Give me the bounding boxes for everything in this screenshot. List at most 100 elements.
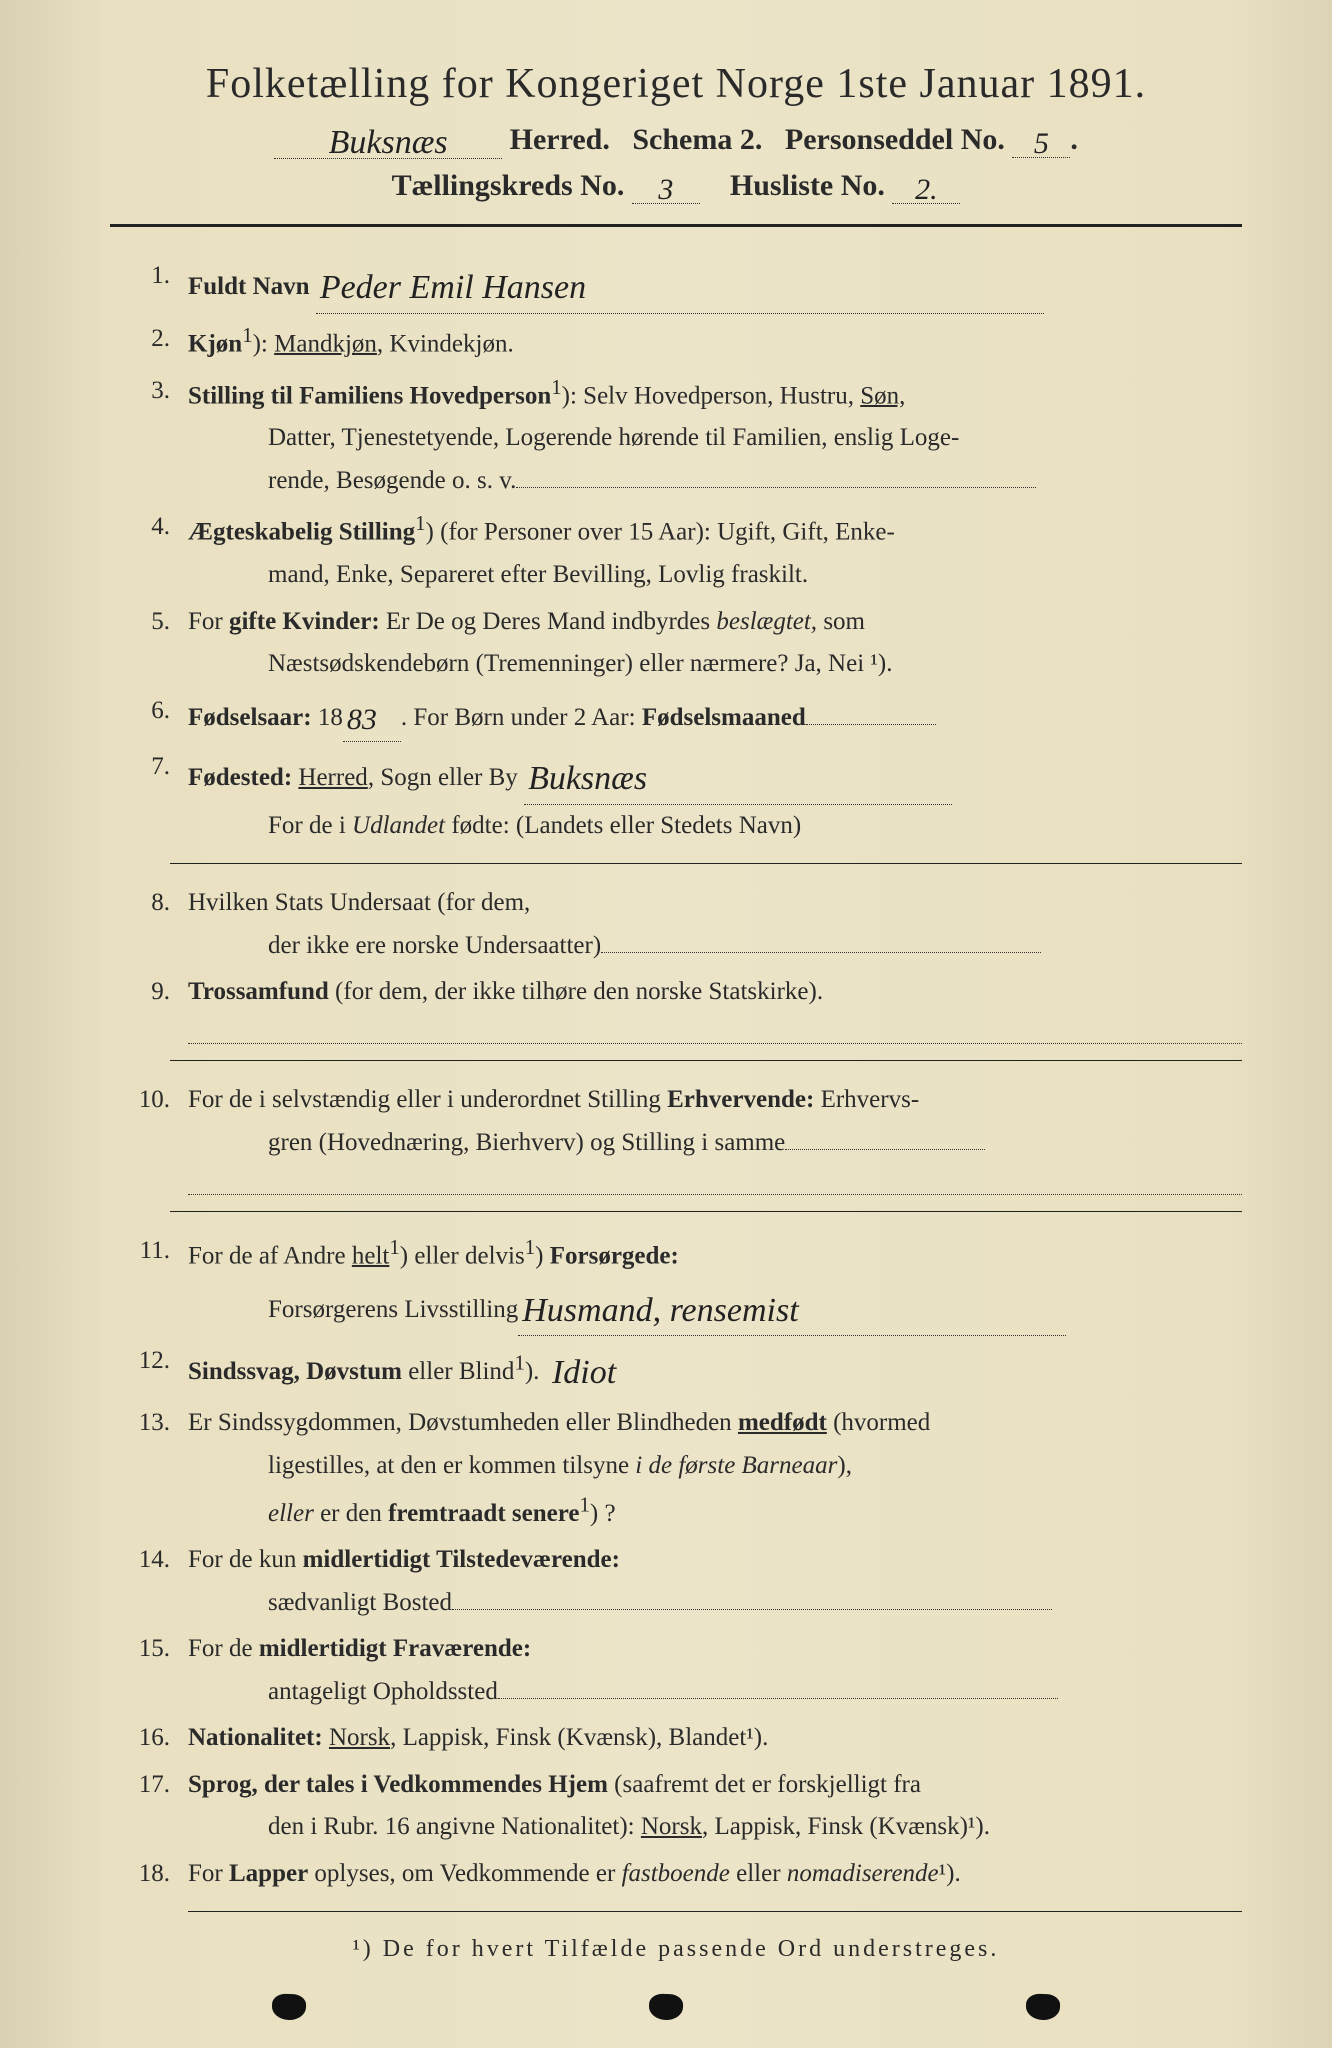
personseddel-label: Personseddel No. <box>785 123 1005 156</box>
q2-num: 2. <box>110 318 188 366</box>
q10-trail <box>785 1126 985 1150</box>
q11-line2a: Forsørgerens Livsstilling <box>188 1296 518 1323</box>
q10: 10. For de i selvstændig eller i underor… <box>110 1079 1242 1164</box>
q4-num: 4. <box>110 506 188 596</box>
q16-norsk: Norsk <box>329 1724 390 1751</box>
q10-num: 10. <box>110 1079 188 1164</box>
q14-line2: sædvanligt Bosted <box>188 1589 452 1616</box>
q5-a: For <box>188 608 229 635</box>
q5-e: som <box>817 608 865 635</box>
herred-label: Herred. <box>510 123 610 156</box>
q5-num: 5. <box>110 601 188 686</box>
q14: 14. For de kun midlertidigt Tilstedevære… <box>110 1539 1242 1624</box>
q11-a: For de af Andre <box>188 1242 352 1269</box>
divider-1 <box>170 863 1242 864</box>
q7-field: Buksnæs <box>524 746 952 805</box>
q17-b: (saafremt det er forskjelligt fra <box>608 1771 921 1798</box>
q7-body: Fødested: Herred, Sogn eller By Buksnæs … <box>188 746 1242 847</box>
q8-line2: der ikke ere norske Undersaatter) <box>188 932 601 959</box>
q6-prefix: 18 <box>318 704 343 731</box>
q18-c: oplyses, om Vedkommende er <box>308 1860 621 1887</box>
q13-line3a: eller <box>268 1500 314 1527</box>
binding-holes <box>0 1994 1332 2020</box>
q11-field: Husmand, rensemist <box>518 1278 1066 1337</box>
q9-b: (for dem, der ikke tilhøre den norske St… <box>329 978 823 1005</box>
q4-body: Ægteskabelig Stilling1) (for Personer ov… <box>188 506 1242 596</box>
q3-num: 3. <box>110 370 188 503</box>
q14-num: 14. <box>110 1539 188 1624</box>
husliste-value: 2. <box>915 173 938 206</box>
q7-line2a: For de i <box>188 812 352 839</box>
q13-line3d: ) ? <box>590 1500 616 1527</box>
q17: 17. Sprog, der tales i Vedkommendes Hjem… <box>110 1764 1242 1849</box>
q6-a: Fødselsaar: <box>188 704 318 731</box>
q11-c: ) <box>535 1242 550 1269</box>
divider-bottom <box>188 1911 1242 1912</box>
q13-line2c: ), <box>837 1452 852 1479</box>
q15: 15. For de midlertidigt Fraværende: anta… <box>110 1628 1242 1713</box>
q2-c: , Kvindekjøn. <box>377 330 514 357</box>
q5-line2: Næstsødskendebørn (Tremenninger) eller n… <box>188 650 892 677</box>
hole-icon <box>271 1993 306 2020</box>
q18-b: Lapper <box>229 1860 308 1887</box>
q9-num: 9. <box>110 971 188 1014</box>
q9: 9. Trossamfund (for dem, der ikke tilhør… <box>110 971 1242 1014</box>
q4-line2: mand, Enke, Separeret efter Bevilling, L… <box>188 561 808 588</box>
q14-a: For de kun <box>188 1546 303 1573</box>
q10-b: Erhvervende: <box>667 1086 814 1113</box>
q12-c: ). <box>525 1358 540 1385</box>
q18-d: fastboende <box>622 1860 730 1887</box>
q1-label: Fuldt Navn <box>188 273 310 300</box>
census-form-page: Folketælling for Kongeriget Norge 1ste J… <box>0 0 1332 2048</box>
q2-b: ): <box>253 330 275 357</box>
q14-b: midlertidigt Tilstedeværende: <box>303 1546 620 1573</box>
q13-b: (hvormed <box>827 1409 930 1436</box>
q8-trail <box>601 929 1041 953</box>
q9-body: Trossamfund (for dem, der ikke tilhøre d… <box>188 971 1242 1014</box>
q2: 2. Kjøn1): Mandkjøn, Kvindekjøn. <box>110 318 1242 366</box>
q10-body: For de i selvstændig eller i underordnet… <box>188 1079 1242 1164</box>
q14-body: For de kun midlertidigt Tilstedeværende:… <box>188 1539 1242 1624</box>
q1-field: Peder Emil Hansen <box>316 255 1044 314</box>
kreds-field: 3 <box>632 169 700 204</box>
q4: 4. Ægteskabelig Stilling1) (for Personer… <box>110 506 1242 596</box>
header-line-2: Tællingskreds No. 3 Husliste No. 2. <box>110 169 1242 204</box>
husliste-label: Husliste No. <box>730 169 885 202</box>
q6-num: 6. <box>110 690 188 742</box>
q4-line1b: ) (for Personer over 15 Aar): Ugift, Gif… <box>426 519 895 546</box>
q13-a: Er Sindssygdommen, Døvstumheden eller Bl… <box>188 1409 738 1436</box>
q3-son: Søn, <box>860 382 905 409</box>
herred-field: Buksnæs <box>274 120 502 159</box>
q1-body: Fuldt Navn Peder Emil Hansen <box>188 255 1242 314</box>
q3: 3. Stilling til Familiens Hovedperson1):… <box>110 370 1242 503</box>
q8-num: 8. <box>110 882 188 967</box>
q12-body: Sindssvag, Døvstum eller Blind1). Idiot <box>188 1340 1242 1398</box>
q16-a: Nationalitet: <box>188 1724 329 1751</box>
main-title: Folketælling for Kongeriget Norge 1ste J… <box>110 60 1242 108</box>
divider-3 <box>170 1211 1242 1212</box>
q5: 5. For gifte Kvinder: Er De og Deres Man… <box>110 601 1242 686</box>
q18-body: For Lapper oplyses, om Vedkommende er fa… <box>188 1853 1242 1896</box>
q3-body: Stilling til Familiens Hovedperson1): Se… <box>188 370 1242 503</box>
q7-herred: Herred <box>298 764 367 791</box>
divider-top <box>110 224 1242 227</box>
q10-a: For de i selvstændig eller i underordnet… <box>188 1086 667 1113</box>
q17-a: Sprog, der tales i Vedkommendes Hjem <box>188 1771 608 1798</box>
husliste-field: 2. <box>892 169 960 204</box>
q17-norsk: Norsk <box>641 1813 702 1840</box>
q8-line1: Hvilken Stats Undersaat (for dem, <box>188 889 530 916</box>
q12-b: eller Blind <box>402 1358 514 1385</box>
personseddel-value: 5 <box>1034 127 1049 160</box>
q17-line2a: den i Rubr. 16 angivne Nationalitet): <box>188 1813 641 1840</box>
hole-icon <box>649 1993 684 2020</box>
q3-line1b: ): Selv Hovedperson, Hustru, <box>562 382 861 409</box>
schema-label: Schema 2. <box>632 123 762 156</box>
q7-value: Buksnæs <box>528 760 647 797</box>
q2-body: Kjøn1): Mandkjøn, Kvindekjøn. <box>188 318 1242 366</box>
q10-line2: gren (Hovednæring, Bierhverv) og Stillin… <box>188 1129 785 1156</box>
herred-value: Buksnæs <box>329 124 448 161</box>
q7: 7. Fødested: Herred, Sogn eller By Buksn… <box>110 746 1242 847</box>
q2-label: Kjøn <box>188 330 242 357</box>
q3-line2: Datter, Tjenestetyende, Logerende hørend… <box>188 424 959 451</box>
q5-b: gifte Kvinder: <box>229 608 380 635</box>
